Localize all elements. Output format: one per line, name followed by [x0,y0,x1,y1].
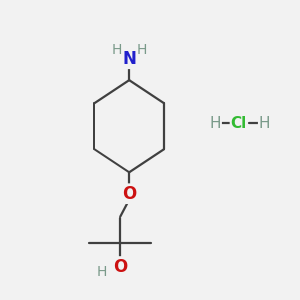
Text: O: O [122,185,136,203]
Text: O: O [113,257,127,275]
Text: H: H [136,43,147,57]
Text: H: H [259,116,270,131]
Text: Cl: Cl [230,116,247,131]
Text: H: H [112,43,122,57]
Text: H: H [210,116,221,131]
Text: H: H [97,265,107,279]
Text: N: N [122,50,136,68]
